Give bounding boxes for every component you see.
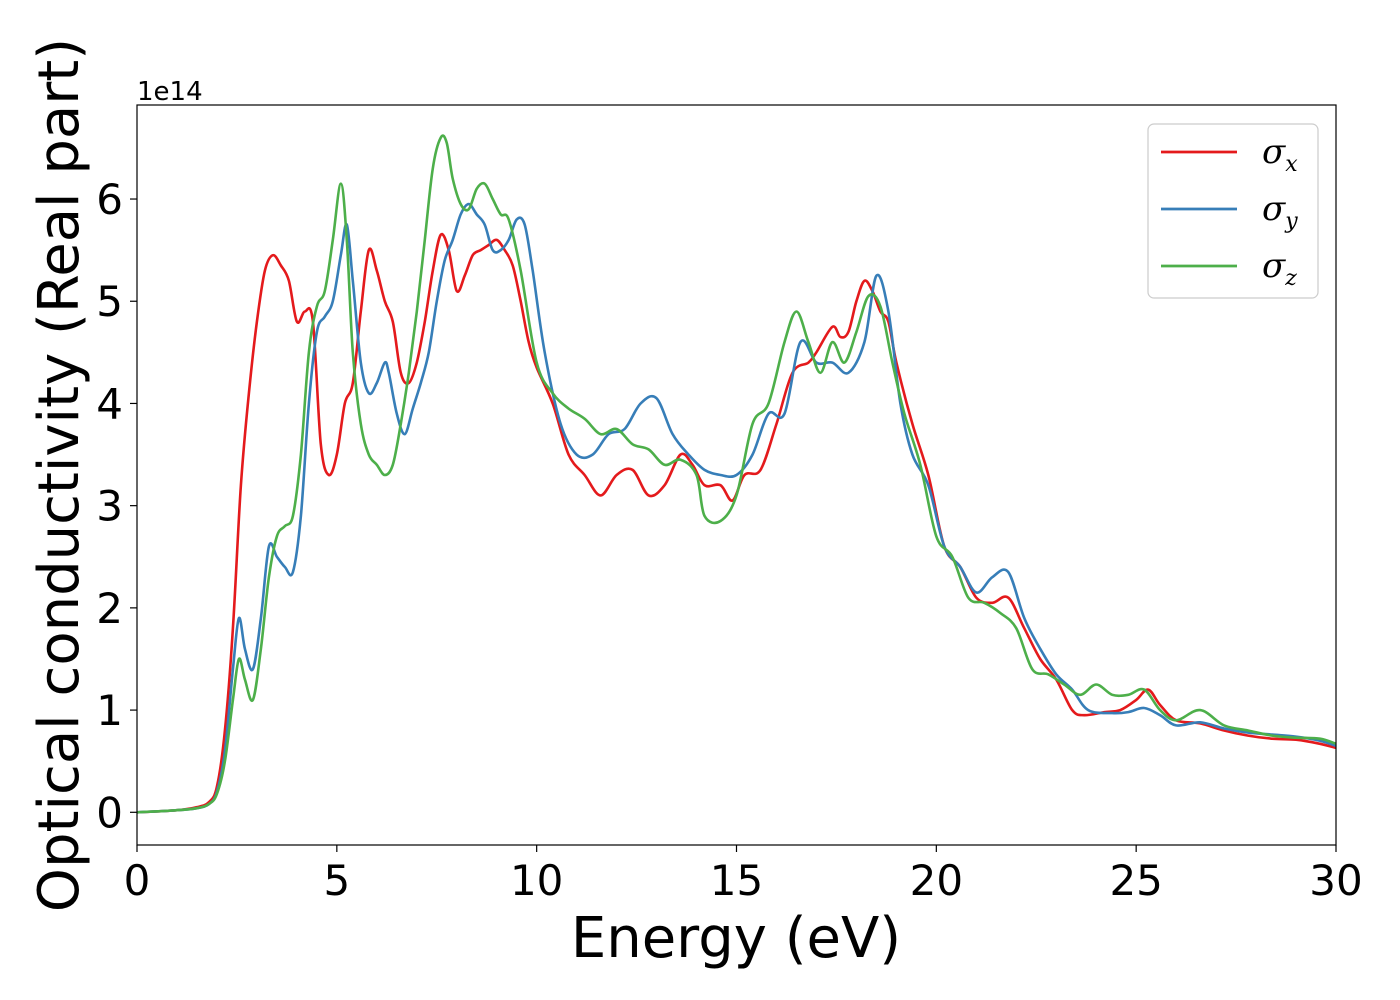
x-tick-label: 20 xyxy=(910,856,963,905)
series-line-x xyxy=(137,232,1336,814)
legend-label-y: σy xyxy=(1262,189,1298,234)
y-tick-label: 0 xyxy=(96,788,123,837)
y-offset-label: 1e14 xyxy=(137,77,203,107)
y-tick-label: 3 xyxy=(96,482,123,531)
y-tick-label: 6 xyxy=(96,175,123,224)
x-axis-label: Energy (eV) xyxy=(571,906,901,971)
y-tick-label: 4 xyxy=(96,379,123,428)
y-axis-label: Optical conductivity (Real part) xyxy=(27,38,92,912)
legend-box xyxy=(1147,123,1319,299)
y-tick-label: 2 xyxy=(96,584,123,633)
x-tick-label: 15 xyxy=(710,856,763,905)
y-tick-label: 5 xyxy=(96,277,123,326)
legend: σx σy σz xyxy=(1147,123,1319,299)
x-axis-ticks: 0 5 10 15 20 25 30 xyxy=(124,845,1363,905)
y-axis-ticks: 0 1 2 3 4 5 6 xyxy=(96,175,137,837)
series-line-z xyxy=(137,134,1336,814)
x-tick-label: 10 xyxy=(510,856,563,905)
x-tick-label: 25 xyxy=(1109,856,1162,905)
x-tick-label: 0 xyxy=(124,856,151,905)
series-line-y xyxy=(137,202,1336,814)
legend-label-z: σz xyxy=(1262,246,1297,291)
x-tick-label: 5 xyxy=(323,856,350,905)
series-layer xyxy=(137,134,1336,814)
x-tick-label: 30 xyxy=(1309,856,1362,905)
y-tick-label: 1 xyxy=(96,686,123,735)
legend-label-x: σx xyxy=(1262,132,1298,177)
